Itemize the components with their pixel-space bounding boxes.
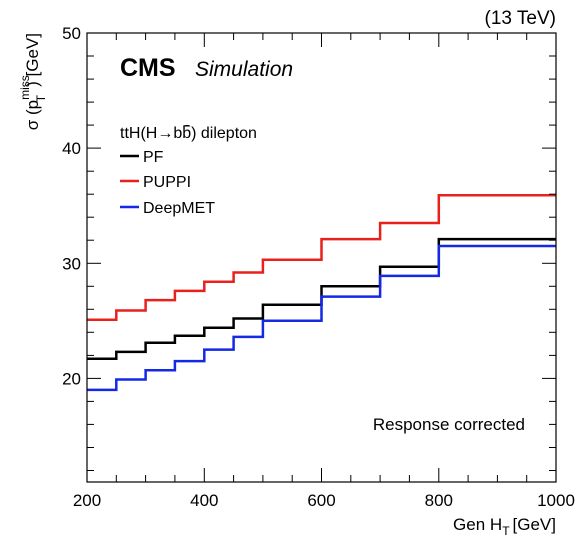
y-tick-label: 20 — [62, 369, 81, 388]
series-line-pf — [87, 237, 556, 361]
y-axis-label-group: σ (pmiss T) [GeV] — [18, 33, 48, 130]
legend-title: ttH(H→bb̄) dilepton — [120, 125, 257, 142]
legend: ttH(H→bb̄) dilepton PF PUPPI DeepMET — [120, 125, 257, 217]
annotation-response-corrected: Response corrected — [373, 415, 525, 434]
legend-label-pf: PF — [143, 149, 164, 166]
cms-label: CMS — [120, 54, 176, 82]
tick-label-layer: 200 400 600 800 1000 20 30 40 50 — [62, 24, 575, 510]
x-tick-label: 1000 — [537, 491, 575, 510]
series-line-deepmet — [87, 244, 556, 392]
x-tick-label: 400 — [190, 491, 218, 510]
cms-sublabel: Simulation — [195, 58, 293, 81]
x-tick-label: 600 — [307, 491, 335, 510]
series-line-puppi — [87, 194, 556, 321]
legend-label-deepmet: DeepMET — [143, 200, 215, 217]
energy-label: (13 TeV) — [485, 8, 556, 29]
y-tick-label: 40 — [62, 139, 81, 158]
x-axis-label: Gen HT [GeV] — [453, 515, 556, 538]
series-layer — [87, 194, 556, 392]
x-tick-label: 800 — [425, 491, 453, 510]
y-tick-label: 50 — [62, 24, 81, 43]
x-tick-label: 200 — [73, 491, 101, 510]
y-tick-label: 30 — [62, 254, 81, 273]
plot-frame — [86, 32, 557, 483]
legend-label-puppi: PUPPI — [143, 174, 191, 191]
y-axis-label: σ (pmiss T) [GeV] — [18, 33, 48, 130]
